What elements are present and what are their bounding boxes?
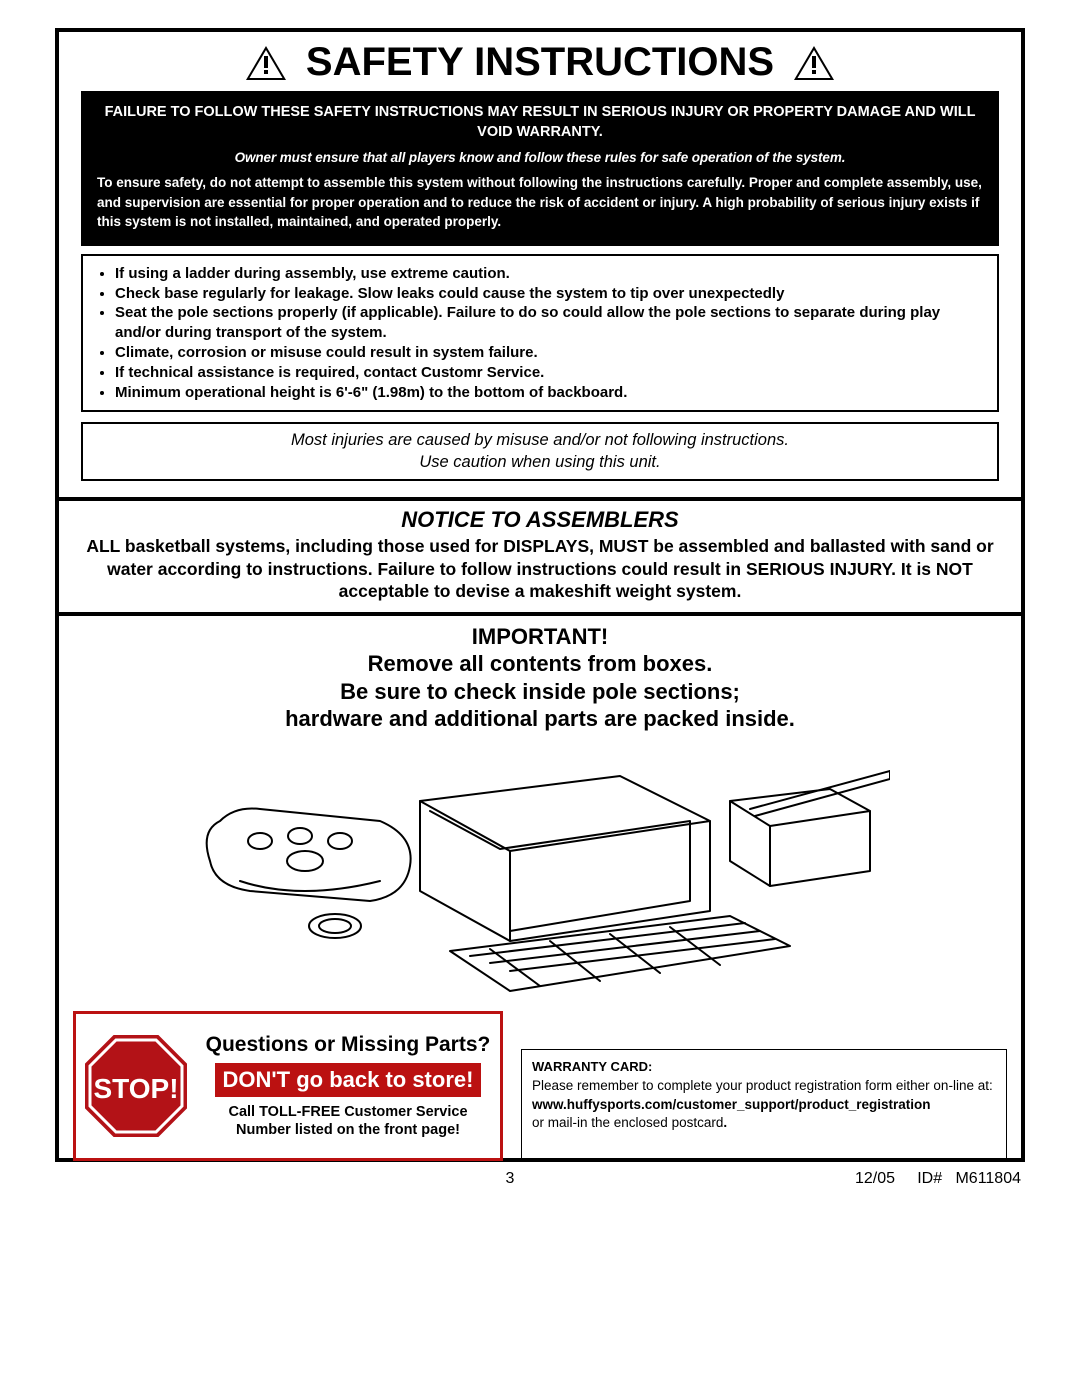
bottom-row: STOP! Questions or Missing Parts? DON'T … (59, 1011, 1021, 1171)
warranty-line2: or mail-in the enclosed postcard. (532, 1114, 996, 1132)
caution-line2: Use caution when using this unit. (93, 452, 987, 473)
important-line1: Remove all contents from boxes. (73, 650, 1007, 678)
safety-bullet: Check base regularly for leakage. Slow l… (115, 284, 983, 304)
safety-title-row: SAFETY INSTRUCTIONS (71, 40, 1009, 85)
safety-bullet: Minimum operational height is 6'-6" (1.9… (115, 383, 983, 403)
contents-illustration (190, 741, 890, 1001)
stop-call-l1: Call TOLL-FREE Customer Service (228, 1103, 467, 1121)
safety-bullets-box: If using a ladder during assembly, use e… (81, 254, 999, 413)
warranty-url: www.huffysports.com/customer_support/pro… (532, 1096, 996, 1114)
stop-panel: STOP! Questions or Missing Parts? DON'T … (73, 1011, 503, 1161)
safety-title: SAFETY INSTRUCTIONS (306, 40, 774, 85)
warning-icon (792, 44, 836, 82)
safety-section: SAFETY INSTRUCTIONS FAILURE TO FOLLOW TH… (59, 32, 1021, 501)
page: SAFETY INSTRUCTIONS FAILURE TO FOLLOW TH… (0, 0, 1080, 1397)
notice-title: NOTICE TO ASSEMBLERS (73, 507, 1007, 533)
outer-frame: SAFETY INSTRUCTIONS FAILURE TO FOLLOW TH… (55, 28, 1025, 1162)
warranty-l2-dot: . (723, 1115, 727, 1130)
footer-id: 12/05 ID# M611804 (761, 1170, 1021, 1188)
warranty-l2-before: or mail-in the enclosed postcard (532, 1115, 723, 1130)
stop-sign-wrap: STOP! (76, 1014, 196, 1158)
stop-call-l2: Number listed on the front page! (236, 1121, 460, 1139)
stop-bar: DON'T go back to store! (215, 1063, 482, 1097)
important-line2: Be sure to check inside pole sections; (73, 678, 1007, 706)
safety-bullet: Climate, corrosion or misuse could resul… (115, 343, 983, 363)
warranty-title: WARRANTY CARD: (532, 1058, 996, 1076)
important-title: IMPORTANT! (73, 624, 1007, 650)
caution-line1: Most injuries are caused by misuse and/o… (93, 430, 987, 451)
safety-bullets: If using a ladder during assembly, use e… (97, 264, 983, 403)
safety-bullet: If using a ladder during assembly, use e… (115, 264, 983, 284)
black-box-body: To ensure safety, do not attempt to asse… (97, 173, 983, 232)
page-number: 3 (259, 1170, 761, 1188)
important-line3: hardware and additional parts are packed… (73, 705, 1007, 733)
stop-sign-text: STOP! (93, 1073, 178, 1104)
notice-section: NOTICE TO ASSEMBLERS ALL basketball syst… (59, 501, 1021, 616)
warranty-line1: Please remember to complete your product… (532, 1077, 996, 1095)
safety-black-box: FAILURE TO FOLLOW THESE SAFETY INSTRUCTI… (81, 91, 999, 246)
notice-body: ALL basketball systems, including those … (73, 535, 1007, 602)
page-footer: 3 12/05 ID# M611804 (55, 1162, 1025, 1188)
warning-icon (244, 44, 288, 82)
warranty-panel: WARRANTY CARD: Please remember to comple… (521, 1049, 1007, 1161)
stop-right: Questions or Missing Parts? DON'T go bac… (196, 1014, 500, 1158)
stop-sign-icon: STOP! (82, 1032, 190, 1140)
safety-bullet: Seat the pole sections properly (if appl… (115, 303, 983, 343)
black-box-bold: FAILURE TO FOLLOW THESE SAFETY INSTRUCTI… (97, 103, 983, 142)
stop-question: Questions or Missing Parts? (206, 1033, 491, 1057)
safety-bullet: If technical assistance is required, con… (115, 363, 983, 383)
safety-caution-box: Most injuries are caused by misuse and/o… (81, 422, 999, 481)
important-section: IMPORTANT! Remove all contents from boxe… (59, 616, 1021, 1011)
black-box-italic: Owner must ensure that all players know … (97, 150, 983, 165)
